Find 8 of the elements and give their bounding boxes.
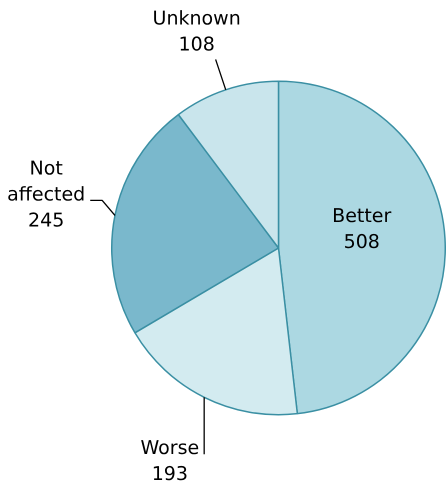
slice-label: Unknown	[152, 7, 241, 30]
data-label: 508	[344, 231, 380, 254]
slice-label: Better	[332, 205, 392, 228]
data-label: 245	[28, 209, 64, 232]
slice-label: Worse	[140, 437, 200, 460]
data-label: 108	[178, 33, 215, 56]
data-label: 193	[152, 463, 188, 486]
slice-label: Not affected	[7, 157, 86, 206]
